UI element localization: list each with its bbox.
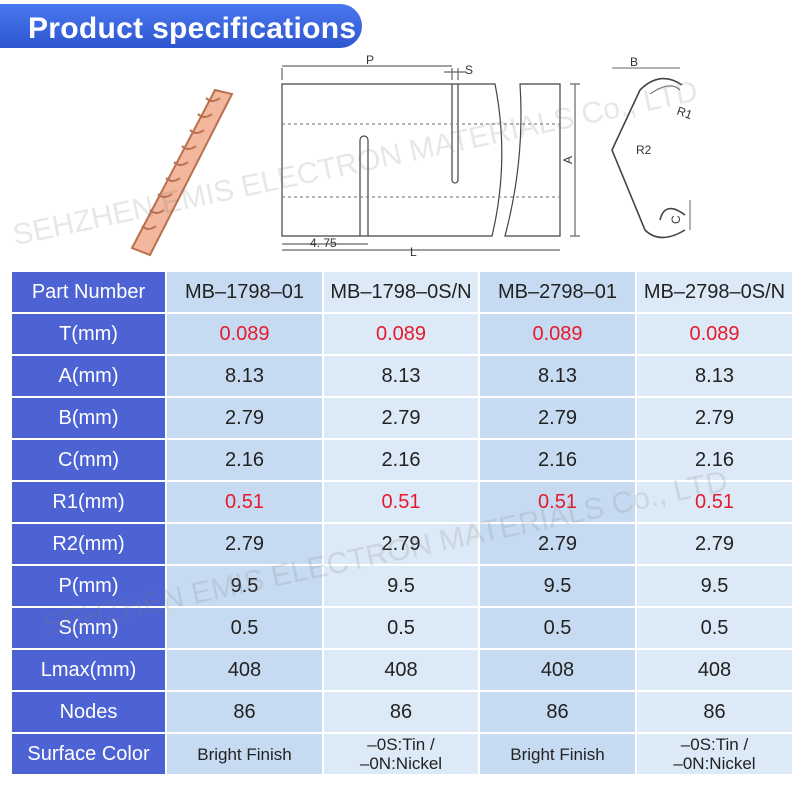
cell: 8.13 [635,354,794,398]
table-row: C(mm) 2.16 2.16 2.16 2.16 [10,438,794,482]
row-label: R1(mm) [10,480,167,524]
label-a: A [561,156,575,164]
table-row: S(mm) 0.5 0.5 0.5 0.5 [10,606,794,650]
diagram: P S A 4. 75 L B R1 R2 C [130,53,695,259]
cell: 2.79 [165,522,324,566]
cell: 2.79 [322,522,480,566]
cell: 86 [322,690,480,734]
cell: MB–1798–0S/N [322,270,480,314]
label-l: L [410,245,417,259]
row-label: S(mm) [10,606,167,650]
cell: MB–2798–01 [478,270,637,314]
cell: 0.089 [165,312,324,356]
row-label: B(mm) [10,396,167,440]
label-r1: R1 [675,104,695,123]
cell: 9.5 [322,564,480,608]
cell: 9.5 [635,564,794,608]
title-banner: Product specifications [0,4,362,48]
cell: Bright Finish [478,732,637,776]
cell: 0.5 [478,606,637,650]
flat-pattern [281,65,580,251]
cell: 408 [478,648,637,692]
cell: 408 [165,648,324,692]
title: Product specifications [28,12,357,45]
table-row: Surface Color Bright Finish –0S:Tin / –0N:… [10,732,794,776]
cell: 2.79 [635,522,794,566]
label-475: 4. 75 [310,236,337,250]
cell: 8.13 [322,354,480,398]
table-row: R1(mm) 0.51 0.51 0.51 0.51 [10,480,794,524]
cell: 2.16 [635,438,794,482]
row-label: A(mm) [10,354,167,398]
cell: 0.51 [478,480,637,524]
cell: 0.51 [165,480,324,524]
cell: –0S:Tin / –0N:Nickel [635,732,794,776]
cell: Bright Finish [165,732,324,776]
cell: 86 [478,690,637,734]
cell: 0.51 [635,480,794,524]
cell: 0.5 [322,606,480,650]
row-label: T(mm) [10,312,167,356]
cell: 2.16 [478,438,637,482]
table-row: A(mm) 8.13 8.13 8.13 8.13 [10,354,794,398]
table-row: Lmax(mm) 408 408 408 408 [10,648,794,692]
profile [611,67,691,239]
label-s: S [465,63,473,77]
row-label: Nodes [10,690,167,734]
cell: 0.089 [478,312,637,356]
label-c: C [669,215,683,224]
table-row: Part Number MB–1798–01 MB–1798–0S/N MB–2798… [10,270,794,314]
row-label: P(mm) [10,564,167,608]
cell: MB–1798–01 [165,270,324,314]
cell: 8.13 [478,354,637,398]
row-label: Surface Color [10,732,167,776]
table-row: P(mm) 9.5 9.5 9.5 9.5 [10,564,794,608]
cell: 0.51 [322,480,480,524]
cell: 2.79 [165,396,324,440]
spring-image [130,88,234,257]
cell: 0.089 [635,312,794,356]
cell: 408 [635,648,794,692]
table-row: B(mm) 2.79 2.79 2.79 2.79 [10,396,794,440]
cell: 0.089 [322,312,480,356]
cell: 2.79 [478,522,637,566]
spec-table: Part Number MB–1798–01 MB–1798–0S/N MB–2798… [10,270,794,776]
row-label: R2(mm) [10,522,167,566]
cell: 2.16 [322,438,480,482]
row-label: Part Number [10,270,167,314]
cell: 0.5 [165,606,324,650]
label-p: P [366,53,374,67]
cell: 2.79 [635,396,794,440]
cell: 9.5 [478,564,637,608]
cell: 0.5 [635,606,794,650]
label-r2: R2 [636,143,652,157]
cell: MB–2798–0S/N [635,270,794,314]
cell: 408 [322,648,480,692]
cell: 2.79 [322,396,480,440]
table-row: R2(mm) 2.79 2.79 2.79 2.79 [10,522,794,566]
cell: 9.5 [165,564,324,608]
cell: 2.79 [478,396,637,440]
table-row: T(mm) 0.089 0.089 0.089 0.089 [10,312,794,356]
table-row: Nodes 86 86 86 86 [10,690,794,734]
cell: –0S:Tin / –0N:Nickel [322,732,480,776]
row-label: Lmax(mm) [10,648,167,692]
cell: 86 [635,690,794,734]
label-b: B [630,55,638,69]
cell: 8.13 [165,354,324,398]
cell: 2.16 [165,438,324,482]
row-label: C(mm) [10,438,167,482]
cell: 86 [165,690,324,734]
